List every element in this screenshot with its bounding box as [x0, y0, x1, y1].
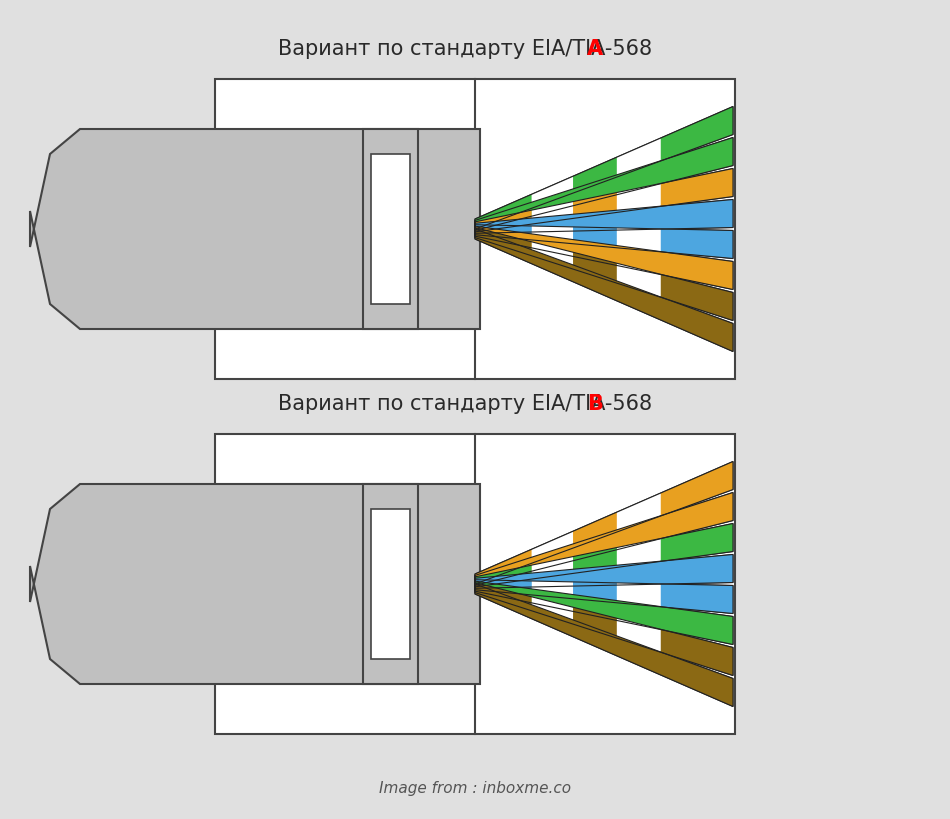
- Bar: [363, 129, 418, 329]
- Polygon shape: [573, 252, 617, 283]
- Bar: [371, 509, 410, 659]
- Polygon shape: [617, 183, 661, 212]
- Polygon shape: [532, 557, 573, 579]
- Polygon shape: [475, 565, 532, 587]
- Polygon shape: [475, 582, 532, 611]
- Polygon shape: [661, 523, 733, 561]
- Polygon shape: [475, 169, 733, 232]
- Polygon shape: [617, 583, 661, 607]
- Polygon shape: [661, 169, 733, 206]
- Polygon shape: [617, 263, 661, 297]
- Polygon shape: [475, 550, 532, 584]
- Polygon shape: [532, 532, 573, 563]
- Polygon shape: [617, 138, 661, 177]
- Polygon shape: [475, 224, 733, 259]
- Polygon shape: [475, 523, 733, 587]
- Bar: [215, 79, 735, 379]
- Polygon shape: [475, 106, 733, 229]
- Polygon shape: [475, 210, 532, 232]
- Polygon shape: [475, 194, 532, 229]
- Polygon shape: [532, 242, 573, 269]
- Bar: [371, 154, 410, 304]
- Polygon shape: [475, 584, 733, 707]
- Polygon shape: [532, 226, 573, 244]
- Polygon shape: [475, 226, 733, 289]
- Polygon shape: [475, 229, 733, 351]
- Polygon shape: [532, 176, 573, 208]
- Polygon shape: [30, 484, 480, 684]
- Polygon shape: [475, 224, 532, 240]
- Polygon shape: [573, 227, 617, 248]
- Polygon shape: [661, 229, 733, 259]
- Text: B: B: [587, 394, 603, 414]
- Polygon shape: [475, 554, 733, 588]
- Polygon shape: [617, 493, 661, 532]
- Polygon shape: [573, 548, 617, 573]
- Polygon shape: [617, 228, 661, 251]
- Polygon shape: [475, 461, 733, 584]
- Polygon shape: [475, 554, 733, 588]
- Polygon shape: [475, 200, 733, 233]
- Polygon shape: [475, 582, 733, 676]
- Polygon shape: [475, 229, 733, 351]
- Polygon shape: [475, 492, 733, 586]
- Text: A: A: [587, 39, 603, 59]
- Polygon shape: [617, 538, 661, 568]
- Polygon shape: [532, 201, 573, 224]
- Polygon shape: [573, 582, 617, 603]
- Polygon shape: [475, 580, 733, 613]
- Polygon shape: [532, 581, 573, 599]
- Polygon shape: [661, 274, 733, 320]
- Polygon shape: [532, 597, 573, 624]
- Text: Вариант по стандарту EIA/TIA-568: Вариант по стандарту EIA/TIA-568: [278, 39, 652, 59]
- Polygon shape: [475, 584, 733, 707]
- Polygon shape: [661, 106, 733, 161]
- Polygon shape: [475, 228, 532, 256]
- Polygon shape: [475, 581, 733, 645]
- Polygon shape: [475, 580, 532, 595]
- Polygon shape: [475, 226, 733, 289]
- Polygon shape: [661, 461, 733, 516]
- Polygon shape: [573, 157, 617, 193]
- Text: Вариант по стандарту EIA/TIA-568: Вариант по стандарту EIA/TIA-568: [278, 394, 652, 414]
- Polygon shape: [475, 138, 733, 230]
- Polygon shape: [573, 607, 617, 638]
- Polygon shape: [661, 584, 733, 613]
- Polygon shape: [573, 192, 617, 219]
- Polygon shape: [573, 512, 617, 548]
- Polygon shape: [475, 492, 733, 586]
- Polygon shape: [617, 618, 661, 652]
- Polygon shape: [475, 200, 733, 233]
- Polygon shape: [30, 129, 480, 329]
- Bar: [363, 484, 418, 684]
- Bar: [215, 434, 735, 734]
- Text: Image from : inboxme.co: Image from : inboxme.co: [379, 781, 571, 797]
- Polygon shape: [475, 138, 733, 230]
- Polygon shape: [475, 228, 733, 320]
- Polygon shape: [475, 581, 733, 645]
- Polygon shape: [661, 629, 733, 676]
